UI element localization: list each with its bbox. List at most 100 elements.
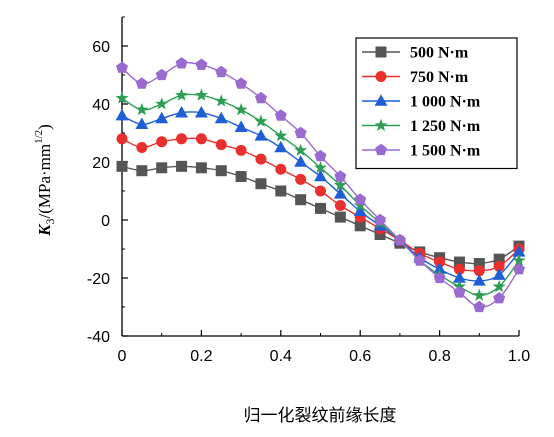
data-point (135, 117, 149, 130)
series-1 (116, 160, 525, 269)
data-point (254, 114, 268, 127)
data-point (215, 65, 228, 78)
data-point (472, 288, 486, 301)
data-point (136, 165, 148, 177)
legend-label: 1 000 N·m (410, 94, 481, 111)
data-point (453, 263, 465, 275)
legend-item: 750 N·m (362, 69, 469, 86)
data-point (274, 109, 287, 121)
data-point (195, 162, 207, 174)
axes: 0 0.2 0.4 0.6 0.8 1.0 -40 -20 0 20 40 60 (87, 16, 530, 365)
data-point (175, 88, 189, 101)
data-point (176, 133, 188, 145)
data-point (194, 88, 208, 101)
data-point (453, 256, 465, 268)
data-point (116, 133, 128, 145)
data-point (334, 211, 346, 223)
data-point (274, 140, 288, 153)
data-point (374, 213, 387, 226)
data-point (116, 160, 128, 172)
data-point (214, 111, 228, 124)
legend: 500 N·m 750 N·m 1 000 N·m 1 250 N·m 1 500 N·… (355, 37, 518, 170)
series-4 (115, 88, 526, 301)
series-5 (116, 57, 525, 313)
data-point (214, 94, 228, 107)
y-tick-label: 40 (92, 97, 110, 114)
data-point (215, 165, 227, 177)
legend-item: 1 250 N·m (362, 118, 481, 135)
data-point (434, 256, 446, 268)
data-point (473, 300, 486, 313)
data-point (254, 91, 267, 104)
series-layer (115, 57, 526, 313)
data-point (175, 105, 189, 118)
data-point (295, 194, 307, 206)
data-point (333, 178, 347, 191)
data-point (452, 271, 466, 283)
legend-label: 1 250 N·m (410, 118, 481, 135)
data-point (115, 91, 129, 104)
legend-item: 500 N·m (362, 45, 469, 62)
legend-item: 1 000 N·m (362, 94, 481, 111)
data-point (512, 253, 526, 267)
y-axis-title-unit: /(MPa·mm (35, 144, 54, 219)
series-2 (116, 133, 525, 277)
x-tick-label: 0.6 (349, 348, 371, 365)
data-point (235, 77, 248, 89)
data-point (314, 149, 327, 162)
y-tick-label: -40 (87, 329, 110, 346)
x-axis-title: 归一化裂纹前缘长度 (244, 406, 397, 425)
data-point (354, 220, 366, 232)
data-point (513, 263, 525, 275)
y-axis-title-exp: 1/2 (33, 130, 45, 144)
data-point (194, 105, 208, 118)
data-point (254, 129, 268, 141)
x-tick-label: 0.8 (428, 348, 450, 365)
data-point (195, 133, 207, 145)
data-point (215, 139, 227, 151)
legend-item: 1 500 N·m (362, 143, 481, 160)
legend-marker (374, 94, 388, 106)
data-point (136, 142, 148, 153)
data-point (115, 108, 129, 121)
data-point (294, 143, 308, 156)
y-axis-title-close: ) (35, 124, 54, 130)
data-point (155, 97, 169, 110)
data-point (493, 260, 505, 272)
data-point (255, 153, 267, 165)
data-point (315, 185, 326, 197)
data-point (155, 68, 168, 81)
legend-label: 500 N·m (410, 45, 469, 62)
data-point (473, 265, 485, 277)
x-tick-label: 0.2 (190, 348, 212, 365)
x-tick-label: 0.4 (270, 348, 292, 365)
data-point (493, 253, 505, 265)
data-point (374, 229, 386, 240)
data-point (155, 111, 169, 124)
data-point (353, 204, 367, 217)
legend-marker (375, 46, 387, 58)
data-point (235, 144, 247, 156)
x-tick-label: 0 (118, 348, 127, 365)
data-point (156, 162, 168, 174)
data-point (353, 198, 367, 211)
data-point (413, 254, 426, 266)
data-point (176, 160, 188, 172)
data-point (295, 173, 307, 185)
data-point (275, 163, 287, 175)
data-point (275, 185, 287, 197)
y-tick-label: 60 (92, 39, 110, 56)
data-point (452, 279, 466, 293)
data-point (156, 136, 168, 148)
data-point (315, 202, 326, 214)
data-point (492, 268, 506, 280)
y-tick-label: -20 (87, 271, 110, 288)
legend-label: 1 500 N·m (410, 143, 481, 160)
legend-label: 750 N·m (410, 69, 469, 86)
data-point (453, 286, 466, 298)
data-point (393, 234, 406, 246)
data-point (235, 171, 247, 182)
data-point (334, 170, 347, 182)
y-axis-title-main: K (35, 223, 54, 237)
data-point (333, 187, 347, 199)
